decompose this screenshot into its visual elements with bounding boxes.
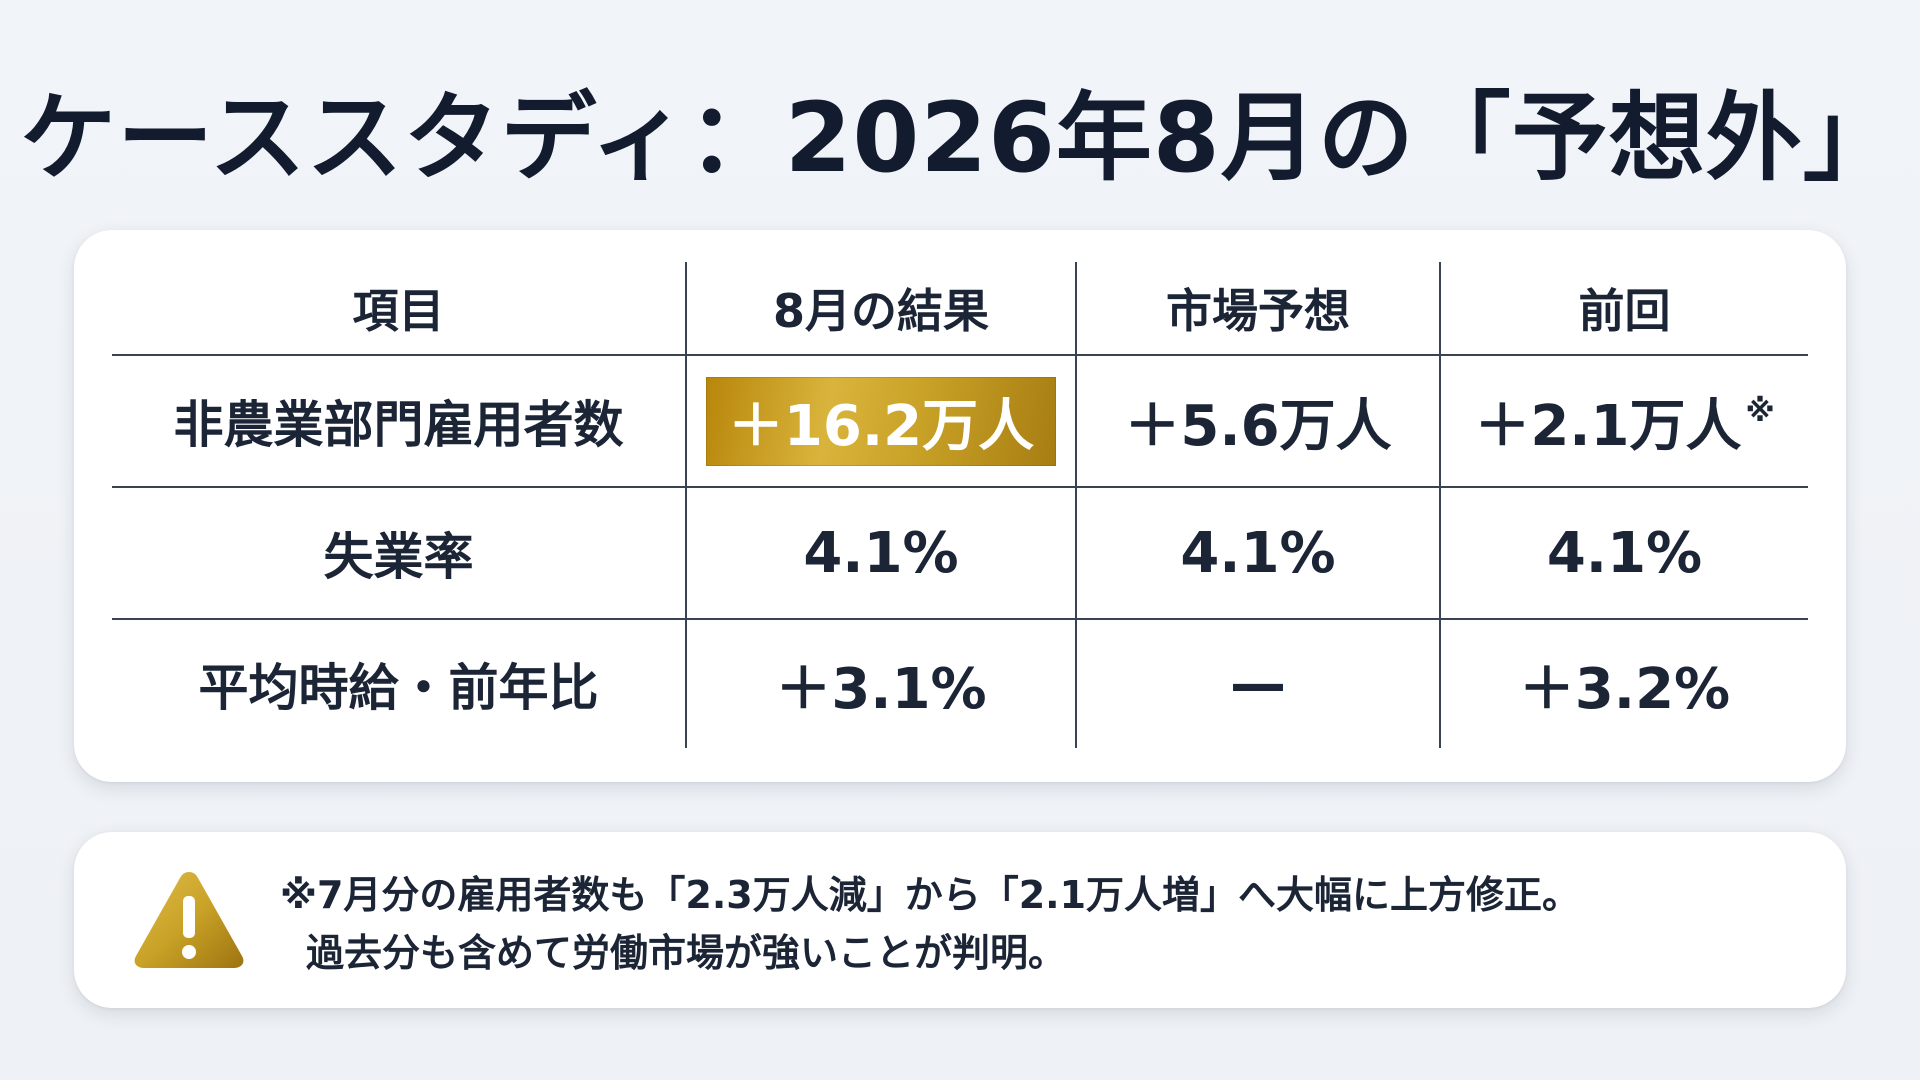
forecast-cell: ＋5.6万人 [1075, 355, 1440, 488]
footnote-mark: ※ [1745, 393, 1775, 429]
header-item: 項目 [112, 262, 686, 356]
header-result: 8月の結果 [685, 262, 1076, 356]
row-label: 平均時給・前年比 [198, 659, 599, 717]
previous-cell: ＋2.1万人 ※ [1439, 355, 1808, 488]
previous-cell: ＋3.2% [1439, 619, 1808, 748]
result-cell: ＋16.2万人 [685, 355, 1076, 488]
comparison-table: 項目 8月の結果 市場予想 前回 非農業部門雇用者数 ＋16.2万人 ＋5.6万… [112, 262, 1808, 748]
forecast-cell: — [1075, 619, 1440, 748]
previous-cell: 4.1% [1439, 487, 1808, 620]
result-cell: 4.1% [685, 487, 1076, 620]
note-text: ※7月分の雇用者数も「2.3万人減」から「2.1万人増」へ大幅に上方修正。 過去… [280, 866, 1820, 982]
table-row: 非農業部門雇用者数 ＋16.2万人 ＋5.6万人 ＋2.1万人 ※ [112, 355, 1808, 488]
previous-value: ＋3.2% [1518, 656, 1731, 722]
previous-value: 4.1% [1546, 520, 1703, 586]
row-label: 非農業部門雇用者数 [112, 355, 686, 488]
table-row: 平均時給・前年比 ＋3.1% — ＋3.2% [112, 619, 1808, 748]
previous-value: ＋2.1万人 [1474, 393, 1742, 459]
highlighted-result: ＋16.2万人 [705, 376, 1057, 466]
note-line-1: ※7月分の雇用者数も「2.3万人減」から「2.1万人増」へ大幅に上方修正。 [280, 873, 1581, 917]
note-line-2: 過去分も含めて労働市場が強いことが判明。 [306, 931, 1067, 975]
page-title: ケーススタディ：2026年8月の「予想外」 [20, 82, 1900, 194]
header-forecast: 市場予想 [1075, 262, 1440, 356]
warning-icon [134, 872, 244, 968]
comparison-table-card: 項目 8月の結果 市場予想 前回 非農業部門雇用者数 ＋16.2万人 ＋5.6万… [74, 230, 1846, 782]
row-label: 失業率 [112, 487, 686, 620]
header-previous: 前回 [1439, 262, 1808, 356]
forecast-cell: 4.1% [1075, 487, 1440, 620]
result-cell: ＋3.1% [685, 619, 1076, 748]
table-row: 失業率 4.1% 4.1% 4.1% [112, 487, 1808, 620]
note-card: ※7月分の雇用者数も「2.3万人減」から「2.1万人増」へ大幅に上方修正。 過去… [74, 832, 1846, 1008]
table-header-row: 項目 8月の結果 市場予想 前回 [112, 262, 1808, 356]
